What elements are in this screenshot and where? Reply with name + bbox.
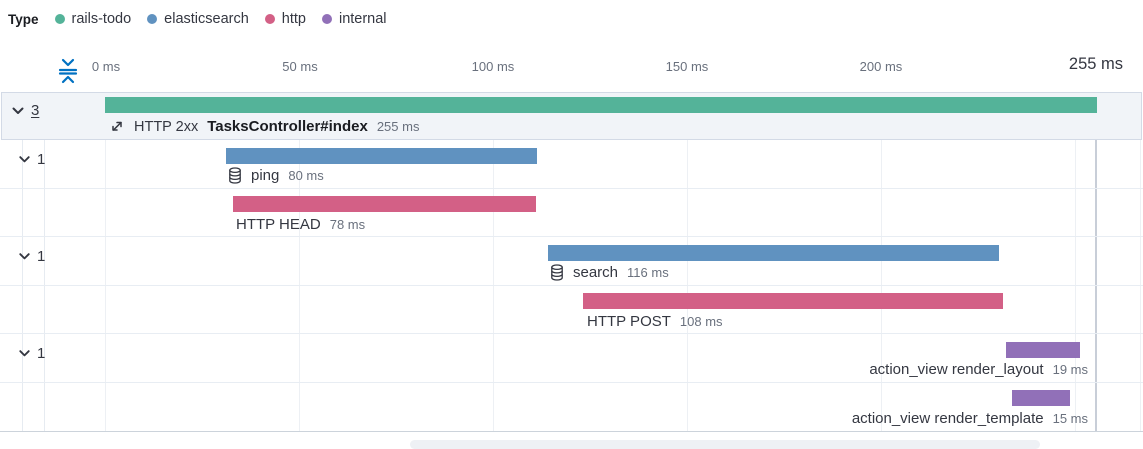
transaction-result: HTTP 2xx bbox=[134, 118, 199, 135]
row-separator bbox=[0, 333, 1143, 334]
span-bar-ping[interactable] bbox=[226, 148, 537, 164]
span-name: action_view render_template bbox=[851, 410, 1044, 427]
legend-item-elasticsearch: elasticsearch bbox=[147, 11, 249, 27]
legend-label: rails-todo bbox=[71, 11, 132, 27]
transaction-accordion-toggle[interactable]: 3 bbox=[10, 102, 39, 119]
legend-label: elasticsearch bbox=[164, 11, 249, 27]
database-icon bbox=[228, 167, 242, 184]
child-count: 3 bbox=[31, 102, 40, 119]
child-count: 1 bbox=[37, 345, 46, 362]
search-accordion-toggle[interactable]: 1 bbox=[17, 248, 45, 265]
axis-tick-200ms: 200 ms bbox=[859, 59, 903, 74]
span-label-render-template: action_view render_template 15 ms bbox=[852, 410, 1088, 427]
span-duration: 78 ms bbox=[329, 217, 366, 232]
legend: Type rails-todo elasticsearch http inter… bbox=[8, 8, 387, 30]
axis-tick-50ms: 50 ms bbox=[282, 59, 318, 74]
waterfall-bottom-border bbox=[0, 431, 1143, 432]
collapse-all-button[interactable] bbox=[52, 54, 84, 88]
legend-dot-elasticsearch-icon bbox=[147, 14, 158, 24]
span-name: HTTP POST bbox=[587, 313, 671, 330]
legend-dot-http-icon bbox=[264, 14, 275, 24]
span-duration: 116 ms bbox=[627, 265, 669, 280]
span-bar-render-template[interactable] bbox=[1012, 390, 1070, 406]
chevron-down-icon bbox=[10, 103, 26, 119]
span-duration: 19 ms bbox=[1052, 362, 1088, 377]
horizontal-scrollbar[interactable] bbox=[410, 440, 1040, 449]
axis-tick-0ms: 0 ms bbox=[91, 59, 121, 74]
legend-label: http bbox=[281, 11, 306, 27]
span-bar-http-head[interactable] bbox=[233, 196, 536, 212]
transaction-merge-icon bbox=[110, 119, 125, 134]
span-label-http-post: HTTP POST 108 ms bbox=[587, 313, 723, 330]
chevron-down-icon bbox=[17, 249, 32, 264]
row-separator bbox=[0, 382, 1143, 383]
child-count: 1 bbox=[37, 151, 46, 168]
span-duration: 15 ms bbox=[1052, 411, 1088, 426]
axis-tick-100ms: 100 ms bbox=[471, 59, 515, 74]
render-layout-accordion-toggle[interactable]: 1 bbox=[17, 345, 45, 362]
legend-item-rails-todo: rails-todo bbox=[54, 11, 132, 27]
span-label-ping: ping 80 ms bbox=[228, 167, 324, 184]
span-name: search bbox=[573, 264, 619, 281]
span-bar-taskscontroller-index[interactable] bbox=[105, 97, 1097, 113]
legend-dot-rails-todo-icon bbox=[54, 14, 65, 24]
span-label-search: search 116 ms bbox=[550, 264, 669, 281]
transaction-name: TasksController#index bbox=[207, 118, 368, 135]
legend-title: Type bbox=[8, 11, 39, 27]
span-label-render-layout: action_view render_layout 19 ms bbox=[869, 361, 1088, 378]
legend-item-internal: internal bbox=[321, 11, 387, 27]
span-bar-search[interactable] bbox=[548, 245, 999, 261]
span-bar-render-layout[interactable] bbox=[1006, 342, 1080, 358]
span-label-taskscontroller-index: HTTP 2xx TasksController#index 255 ms bbox=[110, 118, 419, 135]
database-icon bbox=[550, 264, 564, 281]
row-separator bbox=[0, 236, 1143, 237]
child-count: 1 bbox=[37, 248, 46, 265]
span-bar-http-post[interactable] bbox=[583, 293, 1003, 309]
row-separator bbox=[0, 188, 1143, 189]
axis-tick-150ms: 150 ms bbox=[665, 59, 709, 74]
span-name: HTTP HEAD bbox=[236, 216, 321, 233]
fold-icon bbox=[55, 57, 81, 85]
span-label-http-head: HTTP HEAD 78 ms bbox=[236, 216, 365, 233]
span-name: action_view render_layout bbox=[869, 361, 1044, 378]
legend-label: internal bbox=[338, 11, 387, 27]
ping-accordion-toggle[interactable]: 1 bbox=[17, 151, 45, 168]
chevron-down-icon bbox=[17, 152, 32, 167]
span-name: ping bbox=[251, 167, 280, 184]
legend-dot-internal-icon bbox=[321, 14, 332, 24]
chevron-down-icon bbox=[17, 346, 32, 361]
span-duration: 80 ms bbox=[288, 168, 324, 183]
row-separator bbox=[0, 285, 1143, 286]
legend-item-http: http bbox=[264, 11, 306, 27]
axis-total-duration: 255 ms bbox=[1068, 55, 1123, 73]
span-duration: 108 ms bbox=[679, 314, 723, 329]
span-duration: 255 ms bbox=[376, 119, 420, 134]
